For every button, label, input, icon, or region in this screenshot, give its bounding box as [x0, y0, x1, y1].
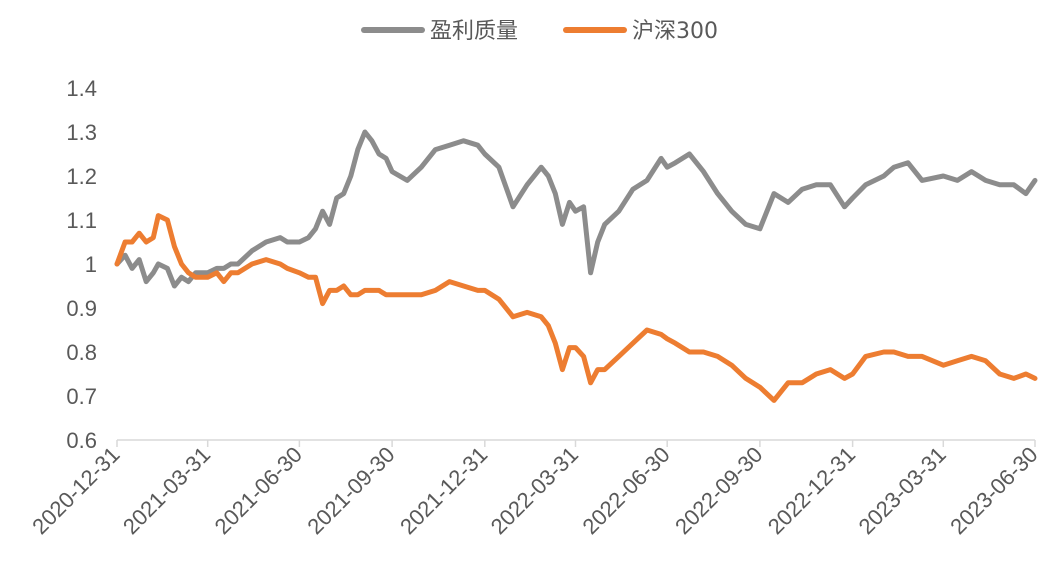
x-tick-label: 2022-12-31 [763, 442, 860, 539]
x-tick-label: 2022-09-30 [670, 442, 767, 539]
series-line-2 [114, 213, 1038, 403]
x-tick-label: 2022-03-31 [486, 442, 583, 539]
y-tick-label: 1 [85, 252, 97, 277]
x-tick-label: 2021-09-30 [302, 442, 399, 539]
y-tick-label: 1.3 [66, 120, 97, 145]
legend-label-series-1: 盈利质量 [430, 19, 518, 44]
y-tick-label: 1.2 [66, 164, 97, 189]
x-tick-label: 2021-06-30 [210, 442, 307, 539]
y-tick-label: 0.6 [66, 428, 97, 453]
x-tick-label: 2023-06-30 [945, 442, 1042, 539]
x-tick-label: 2021-03-31 [118, 442, 215, 539]
y-tick-label: 0.9 [66, 296, 97, 321]
y-tick-label: 0.8 [66, 340, 97, 365]
plot-area [114, 129, 1038, 403]
x-tick-label: 2020-12-31 [27, 442, 124, 539]
x-tick-label: 2022-06-30 [577, 442, 674, 539]
series-line-1 [114, 129, 1038, 289]
y-axis: 1.4 1.3 1.2 1.1 1 0.9 0.8 0.7 0.6 [66, 76, 97, 453]
x-tick-label: 2023-03-31 [854, 442, 951, 539]
y-tick-label: 0.7 [66, 384, 97, 409]
y-tick-label: 1.1 [66, 208, 97, 233]
x-tick-label: 2021-12-31 [395, 442, 492, 539]
y-tick-label: 1.4 [66, 76, 97, 101]
legend: 盈利质量 沪深300 [361, 19, 718, 44]
x-axis: 2020-12-312021-03-312021-06-302021-09-30… [27, 439, 1043, 539]
legend-label-series-2: 沪深300 [632, 19, 718, 44]
